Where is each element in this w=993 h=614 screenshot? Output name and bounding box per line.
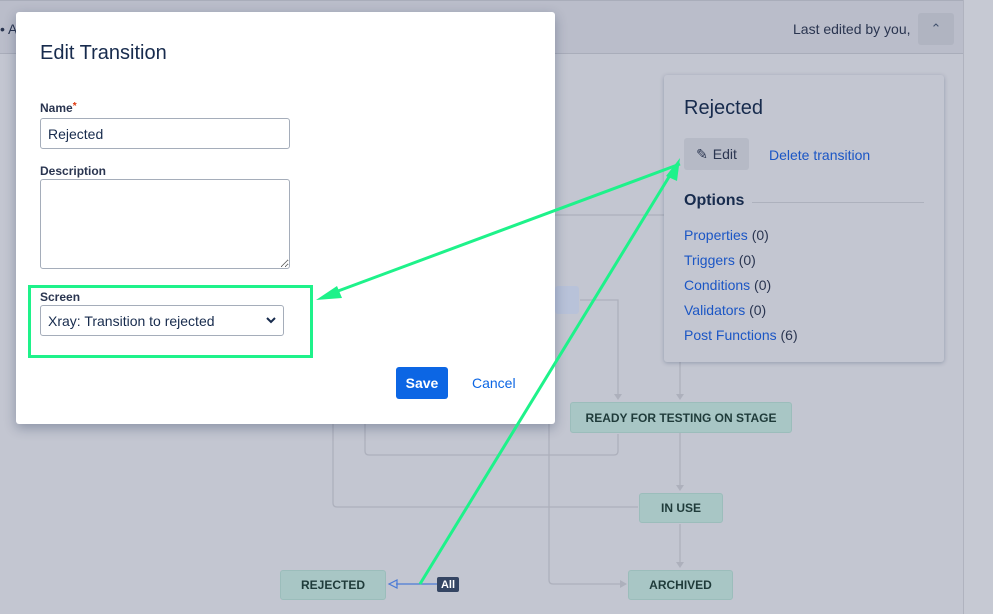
options-list: Properties (0) Triggers (0) Conditions (… [684,223,798,348]
right-gutter [963,0,993,614]
option-link[interactable]: Post Functions [684,327,777,343]
name-label: Name* [40,101,77,115]
option-triggers: Triggers (0) [684,248,798,273]
pencil-icon: ✎ [696,145,708,162]
arrowhead [614,394,622,400]
status-node-hidden[interactable] [555,286,579,314]
arrowhead [676,562,684,568]
transition-details-panel: Rejected ✎ Edit Delete transition Option… [664,75,944,362]
arrowhead [620,580,627,588]
annotation-highlight-box [28,285,313,358]
dialog-title: Edit Transition [40,42,167,64]
divider [752,202,924,203]
last-edited-text: Last edited by you, [793,21,911,37]
option-link[interactable]: Properties [684,227,748,243]
option-count: (0) [754,277,772,293]
edit-transition-dialog: Edit Transition Name* Description Screen… [16,12,555,424]
screen-select-value: Xray: Transition to rejected [48,312,215,329]
option-count: (0) [751,227,769,243]
option-count: (0) [749,302,767,318]
cancel-button[interactable]: Cancel [472,375,516,391]
option-link[interactable]: Triggers [684,252,735,268]
description-label: Description [40,164,107,178]
status-node-in-use[interactable]: IN USE [639,493,723,523]
edit-button[interactable]: ✎ Edit [684,138,749,170]
panel-title: Rejected [684,97,763,119]
option-validators: Validators (0) [684,298,798,323]
option-count: (0) [738,252,756,268]
option-count: (6) [780,327,798,343]
name-input[interactable] [40,118,290,149]
connector [332,424,638,508]
all-transition-badge[interactable]: All [437,577,459,592]
connector [580,299,619,394]
option-link[interactable]: Conditions [684,277,751,293]
description-textarea[interactable] [40,179,290,269]
delete-transition-link[interactable]: Delete transition [769,147,871,163]
edit-label: Edit [712,146,737,162]
connector [548,424,620,585]
screen-select[interactable]: Xray: Transition to rejected [40,305,284,336]
chevron-down-icon [266,317,276,324]
option-link[interactable]: Validators [684,302,746,318]
required-marker: * [72,101,77,112]
collapse-button[interactable]: ⌃ [918,13,954,45]
option-properties: Properties (0) [684,223,798,248]
screen-label: Screen [40,290,81,304]
options-heading: Options [684,192,745,209]
option-post-functions: Post Functions (6) [684,323,798,348]
save-button[interactable]: Save [396,367,448,399]
option-conditions: Conditions (0) [684,273,798,298]
status-node-archived[interactable]: ARCHIVED [628,570,733,600]
arrowhead [676,394,684,400]
global-transition-arrowhead [387,579,398,589]
status-node-rejected[interactable]: REJECTED [280,570,386,600]
status-node-ready-for-testing-on-stage[interactable]: READY FOR TESTING ON STAGE [570,402,792,433]
breadcrumb[interactable]: • A [0,21,18,37]
double-chevron-up-icon: ⌃ [930,21,942,36]
arrowhead [676,485,684,491]
